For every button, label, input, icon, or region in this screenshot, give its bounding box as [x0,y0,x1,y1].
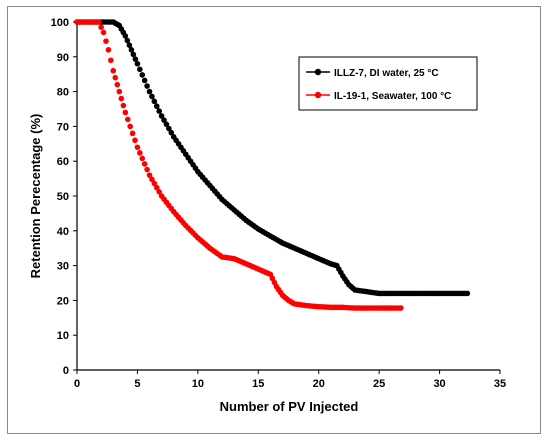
y-axis-title: Retention Perecentage (%) [28,114,43,279]
x-tick-label: 35 [494,378,506,390]
legend-label-il19: IL-19-1, Seawater, 100 °C [334,91,451,102]
data-point-il19 [132,137,138,144]
data-point-illz7 [166,125,172,132]
y-tick-label: 30 [57,261,69,273]
data-point-illz7 [144,83,150,89]
data-point-il19 [110,67,117,74]
data-point-il19 [151,180,158,187]
data-point-illz7 [161,117,167,123]
data-point-illz7 [168,129,175,136]
data-point-illz7 [130,51,137,58]
data-point-il19 [124,116,131,123]
data-point-il19 [141,161,148,167]
data-point-il19 [129,130,136,137]
x-axis-title: Number of PV Injected [220,399,359,414]
x-tick-label: 5 [134,378,140,390]
data-point-il19 [122,109,129,116]
y-tick-label: 80 [57,87,69,99]
data-point-il19 [139,155,146,162]
x-tick-label: 10 [192,378,204,390]
x-tick-label: 25 [373,378,385,390]
data-point-il19 [118,95,125,102]
data-point-il19 [108,57,114,64]
data-point-illz7 [132,56,139,62]
data-point-il19 [105,47,112,53]
data-point-illz7 [134,60,141,67]
data-point-illz7 [151,98,158,105]
y-tick-label: 40 [57,226,69,238]
legend-marker-il19 [314,91,322,99]
y-tick-label: 90 [57,52,69,64]
data-point-il19 [149,176,155,183]
data-point-illz7 [163,121,170,128]
y-tick-label: 10 [57,330,69,342]
data-point-illz7 [126,42,133,48]
data-point-il19 [146,172,153,178]
data-point-il19 [127,123,133,130]
data-point-illz7 [122,33,129,39]
data-point-illz7 [149,93,155,100]
data-point-il19 [103,38,109,44]
y-tick-label: 100 [51,17,69,29]
data-point-il19 [98,24,104,31]
series-illz7 [74,19,471,297]
data-point-illz7 [124,37,131,44]
legend-label-illz7: ILLZ-7, DI water, 25 °C [334,68,439,79]
series-il19 [74,19,404,311]
x-tick-label: 30 [433,378,445,390]
data-point-illz7 [139,72,146,78]
data-point-il19 [156,189,162,195]
data-point-il19 [144,166,150,173]
y-tick-label: 20 [57,295,69,307]
data-point-illz7 [146,88,153,95]
data-point-il19 [120,102,127,109]
y-tick-label: 60 [57,156,69,168]
x-tick-label: 15 [252,378,264,390]
data-point-illz7 [156,108,162,114]
data-point-il19 [153,184,160,191]
legend-marker-illz7 [314,68,322,76]
data-point-il19 [398,305,404,311]
data-point-illz7 [158,113,165,119]
data-point-il19 [114,81,121,88]
y-tick-label: 0 [63,365,69,377]
data-point-il19 [137,150,143,156]
series-layer [74,19,471,311]
legend-box [298,56,478,111]
data-point-il19 [112,74,119,81]
data-point-illz7 [128,47,135,53]
legend: ILLZ-7, DI water, 25 °C IL-19-1, Seawate… [298,56,478,111]
data-point-il19 [95,19,102,25]
data-point-illz7 [464,290,471,297]
data-point-il19 [100,29,107,36]
x-tick-label: 0 [74,378,80,390]
data-point-il19 [116,88,123,95]
x-tick-label: 20 [313,378,325,390]
data-point-illz7 [137,66,143,73]
y-tick-label: 50 [57,191,69,203]
data-point-illz7 [153,103,160,110]
data-point-il19 [134,144,141,151]
y-tick-label: 70 [57,121,69,133]
plot-area: 0 10 20 30 40 50 60 70 80 90 100 0 5 10 15 20 25 30 35 [51,17,506,390]
data-point-illz7 [141,77,148,84]
